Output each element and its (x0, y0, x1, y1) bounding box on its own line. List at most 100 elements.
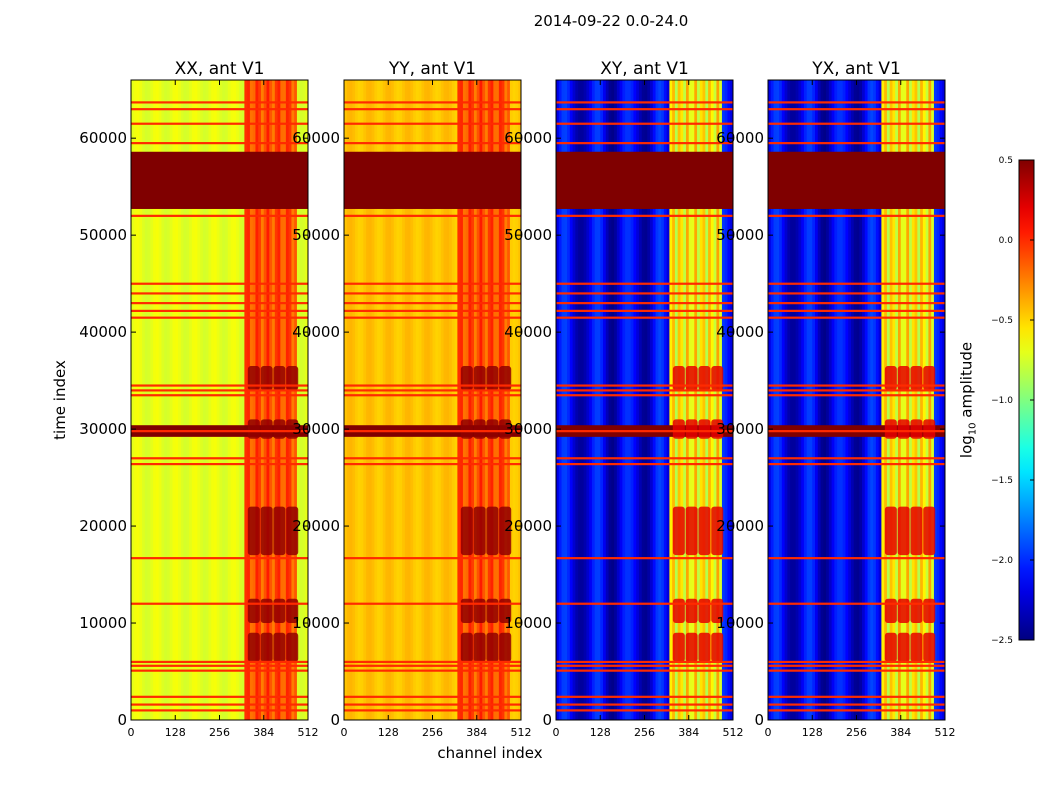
saturated-blob (486, 598, 499, 624)
heat-column (661, 80, 665, 720)
heat-column (131, 80, 135, 720)
heat-column (496, 80, 500, 720)
colorbar-label: log10 amplitude (957, 341, 979, 459)
y-tick-label: 10000 (504, 614, 552, 632)
heat-column (936, 80, 941, 720)
heat-column (241, 80, 245, 720)
heat-column (194, 80, 198, 720)
saturated-blob (897, 366, 910, 391)
heat-column (260, 80, 265, 720)
heat-column (197, 80, 201, 720)
x-tick-label: 512 (723, 726, 744, 739)
flag-row (768, 669, 945, 672)
y-tick-label: 30000 (79, 420, 127, 438)
saturated-blob (247, 419, 260, 439)
flag-row (768, 101, 945, 104)
heat-column (719, 80, 723, 720)
heat-column (493, 80, 497, 720)
heat-column (136, 80, 140, 720)
heat-column (688, 80, 693, 720)
heat-column (561, 80, 565, 720)
saturated-blob (923, 598, 936, 624)
flag-row (556, 602, 733, 605)
flag-row (344, 309, 521, 312)
flag-row (344, 695, 521, 698)
heat-column (616, 80, 621, 720)
saturated-blob (923, 366, 936, 391)
flag-row (344, 292, 521, 295)
flag-row (556, 309, 733, 312)
heat-column (831, 80, 835, 720)
heat-column (567, 80, 571, 720)
heat-column (402, 80, 406, 720)
colorbar-tick-label: −2.5 (991, 636, 1013, 646)
saturated-blob (499, 419, 512, 439)
saturated-blob (247, 632, 260, 662)
heat-column (558, 80, 563, 720)
flag-row (768, 695, 945, 698)
saturated-blob (286, 598, 299, 624)
heat-column (619, 80, 623, 720)
saturated-blob (672, 419, 685, 439)
heat-column (605, 80, 610, 720)
saturated-blob (897, 598, 910, 624)
heat-column (272, 80, 276, 720)
flag-row (344, 669, 521, 672)
heat-column (391, 80, 395, 720)
flag-row (556, 108, 733, 111)
saturated-blob (486, 366, 499, 391)
y-tick-label: 0 (117, 711, 127, 729)
saturated-blob (273, 632, 286, 662)
flag-row (344, 282, 521, 285)
saturated-blob (486, 419, 499, 439)
flag-row (768, 142, 945, 145)
heat-column (421, 80, 425, 720)
y-tick-label: 10000 (292, 614, 340, 632)
heat-column (133, 80, 138, 720)
saturated-blob (273, 366, 286, 391)
heat-column (911, 80, 916, 720)
heat-column (485, 80, 489, 720)
heat-column (809, 80, 813, 720)
heat-column (155, 80, 160, 720)
flag-row (344, 122, 521, 125)
flag-row (344, 703, 521, 706)
heat-column (578, 80, 582, 720)
heat-column (213, 80, 218, 720)
saturated-band (131, 151, 308, 209)
y-tick-label: 50000 (79, 226, 127, 244)
heat-column (518, 80, 521, 720)
heat-column (205, 80, 210, 720)
panel-0: XX, ant V1 0 128 256 384 512 0 10000 20000 30000 4… (79, 59, 318, 739)
x-tick-label: 384 (890, 726, 911, 739)
flag-row (768, 709, 945, 712)
y-tick-label: 10000 (79, 614, 127, 632)
saturated-blob (486, 632, 499, 662)
heat-column (462, 80, 467, 720)
flag-row (344, 384, 521, 387)
flag-row (131, 430, 308, 433)
heat-column (418, 80, 423, 720)
heat-column (873, 80, 877, 720)
flag-row (556, 664, 733, 667)
heat-column (625, 80, 629, 720)
heat-column (429, 80, 434, 720)
heat-column (263, 80, 268, 720)
flag-row (768, 389, 945, 392)
heat-column (191, 80, 196, 720)
heat-column (438, 80, 442, 720)
heat-column (575, 80, 579, 720)
heat-column (468, 80, 472, 720)
flag-row (344, 660, 521, 664)
flag-row (344, 316, 521, 319)
heat-column (922, 80, 927, 720)
heat-column (803, 80, 808, 720)
flag-row (131, 457, 308, 460)
heat-column (443, 80, 447, 720)
saturated-blob (460, 598, 473, 624)
heat-column (465, 80, 470, 720)
flag-row (131, 316, 308, 319)
flag-row (131, 282, 308, 285)
flag-row (556, 557, 733, 560)
heat-column (727, 80, 731, 720)
